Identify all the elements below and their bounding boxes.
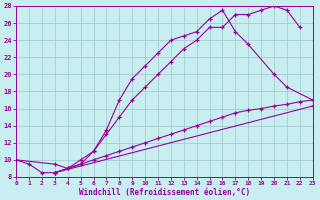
X-axis label: Windchill (Refroidissement éolien,°C): Windchill (Refroidissement éolien,°C) bbox=[79, 188, 250, 197]
